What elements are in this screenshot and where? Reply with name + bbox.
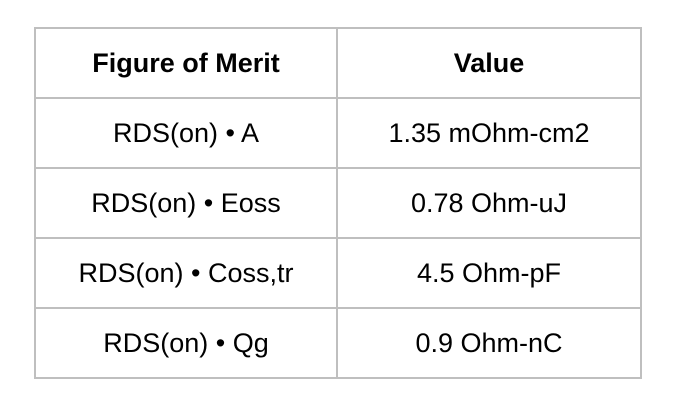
table-cell: RDS(on) • Qg [34,307,338,379]
header-cell: Figure of Merit [34,27,338,99]
table-cell: 4.5 Ohm-pF [336,237,642,309]
table: Figure of Merit Value RDS(on) • A 1.35 mOh… [34,27,642,379]
table-cell: RDS(on) • A [34,97,338,169]
table-row: RDS(on) • Eoss 0.78 Ohm-uJ [34,167,642,239]
table-cell: 1.35 mOhm-cm2 [336,97,642,169]
table-cell: 0.9 Ohm-nC [336,307,642,379]
table-row: RDS(on) • A 1.35 mOhm-cm2 [34,97,642,169]
table-header: Figure of Merit Value [34,27,642,99]
table-cell: 0.78 Ohm-uJ [336,167,642,239]
header-cell: Value [336,27,642,99]
table-row: RDS(on) • Coss,tr 4.5 Ohm-pF [34,237,642,309]
header-row: Figure of Merit Value [34,27,642,99]
table-cell: RDS(on) • Eoss [34,167,338,239]
table-cell: RDS(on) • Coss,tr [34,237,338,309]
table-row: RDS(on) • Qg 0.9 Ohm-nC [34,307,642,379]
table-body: RDS(on) • A 1.35 mOhm-cm2 RDS(on) • Eoss 0.… [34,97,642,379]
